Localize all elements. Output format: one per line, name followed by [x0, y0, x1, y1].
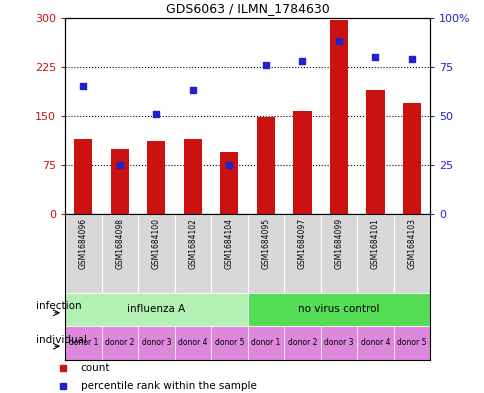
Bar — [65, 293, 247, 326]
Bar — [74, 139, 92, 214]
Point — [189, 87, 197, 94]
Bar — [138, 326, 174, 360]
Bar — [284, 326, 320, 360]
Point — [152, 111, 160, 117]
Bar — [393, 326, 429, 360]
Bar — [247, 326, 284, 360]
Text: donor 5: donor 5 — [214, 338, 243, 347]
Bar — [101, 326, 138, 360]
Point — [407, 56, 415, 62]
Text: donor 3: donor 3 — [141, 338, 171, 347]
Bar — [147, 141, 165, 214]
Text: individual: individual — [36, 334, 87, 345]
Point — [334, 38, 342, 44]
Bar — [101, 214, 138, 293]
Bar — [211, 326, 247, 360]
Point — [79, 83, 87, 90]
Point — [261, 62, 269, 68]
Text: infection: infection — [36, 301, 81, 311]
Bar — [138, 214, 174, 293]
Text: GSM1684097: GSM1684097 — [297, 218, 306, 269]
Bar — [356, 326, 393, 360]
Bar — [220, 152, 238, 214]
Bar — [320, 326, 356, 360]
Text: influenza A: influenza A — [127, 305, 185, 314]
Text: donor 3: donor 3 — [323, 338, 353, 347]
Text: percentile rank within the sample: percentile rank within the sample — [81, 381, 256, 391]
Text: GSM1684098: GSM1684098 — [115, 218, 124, 269]
Text: GSM1684099: GSM1684099 — [333, 218, 343, 269]
Bar — [402, 103, 420, 214]
Point — [116, 162, 123, 168]
Text: donor 4: donor 4 — [178, 338, 207, 347]
Text: donor 2: donor 2 — [105, 338, 134, 347]
Point — [371, 54, 378, 60]
Bar — [247, 214, 284, 293]
Bar — [356, 214, 393, 293]
Bar — [65, 326, 101, 360]
Bar — [247, 293, 429, 326]
Bar — [365, 90, 384, 214]
Bar — [110, 149, 129, 214]
Bar — [174, 326, 211, 360]
Bar — [256, 117, 274, 214]
Bar — [65, 214, 101, 293]
Text: count: count — [81, 364, 110, 373]
Text: GSM1684104: GSM1684104 — [225, 218, 233, 269]
Bar — [293, 111, 311, 214]
Text: GSM1684096: GSM1684096 — [78, 218, 88, 269]
Title: GDS6063 / ILMN_1784630: GDS6063 / ILMN_1784630 — [166, 2, 329, 15]
Text: GSM1684101: GSM1684101 — [370, 218, 379, 269]
Bar — [174, 214, 211, 293]
Text: donor 4: donor 4 — [360, 338, 389, 347]
Bar — [211, 214, 247, 293]
Bar — [329, 20, 348, 214]
Point — [225, 162, 233, 168]
Text: donor 1: donor 1 — [251, 338, 280, 347]
Text: GSM1684103: GSM1684103 — [407, 218, 416, 269]
Bar — [183, 139, 201, 214]
Text: donor 1: donor 1 — [68, 338, 98, 347]
Bar — [284, 214, 320, 293]
Text: donor 2: donor 2 — [287, 338, 317, 347]
Text: no virus control: no virus control — [298, 305, 379, 314]
Text: donor 5: donor 5 — [396, 338, 426, 347]
Point — [298, 58, 305, 64]
Text: GSM1684100: GSM1684100 — [151, 218, 161, 269]
Text: GSM1684095: GSM1684095 — [261, 218, 270, 269]
Bar — [320, 214, 356, 293]
Bar — [393, 214, 429, 293]
Text: GSM1684102: GSM1684102 — [188, 218, 197, 269]
